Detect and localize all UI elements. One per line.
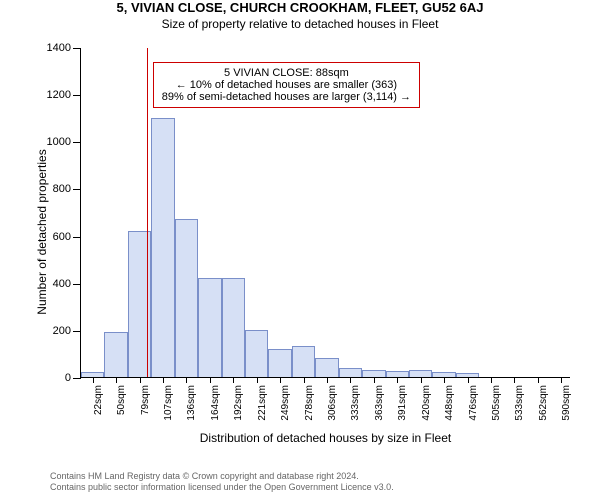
x-tick bbox=[304, 377, 305, 383]
histogram-bar bbox=[104, 332, 127, 377]
footer-line-2: Contains public sector information licen… bbox=[50, 482, 394, 494]
x-tick bbox=[350, 377, 351, 383]
x-tick bbox=[257, 377, 258, 383]
y-axis-label: Number of detached properties bbox=[35, 149, 49, 314]
x-tick-label: 562sqm bbox=[538, 385, 549, 421]
histogram-bar bbox=[128, 231, 151, 377]
x-tick-label: 476sqm bbox=[468, 385, 479, 421]
info-box: 5 VIVIAN CLOSE: 88sqm← 10% of detached h… bbox=[153, 62, 420, 108]
x-tick bbox=[444, 377, 445, 383]
x-tick bbox=[561, 377, 562, 383]
page-title: 5, VIVIAN CLOSE, CHURCH CROOKHAM, FLEET,… bbox=[0, 0, 600, 15]
chart-area: Number of detached properties Distributi… bbox=[50, 42, 580, 422]
histogram-bar bbox=[292, 346, 315, 377]
x-tick-label: 333sqm bbox=[350, 385, 361, 421]
x-tick bbox=[374, 377, 375, 383]
footer-attribution: Contains HM Land Registry data © Crown c… bbox=[50, 471, 394, 494]
x-tick bbox=[280, 377, 281, 383]
plot-area: Distribution of detached houses by size … bbox=[80, 48, 570, 378]
histogram-bar bbox=[245, 330, 268, 377]
x-tick-label: 533sqm bbox=[514, 385, 525, 421]
x-tick-label: 448sqm bbox=[444, 385, 455, 421]
x-tick bbox=[93, 377, 94, 383]
y-tick-label: 600 bbox=[53, 231, 81, 243]
x-tick bbox=[116, 377, 117, 383]
x-tick bbox=[468, 377, 469, 383]
histogram-bar bbox=[151, 118, 174, 377]
x-tick-label: 391sqm bbox=[397, 385, 408, 421]
x-tick-label: 192sqm bbox=[233, 385, 244, 421]
x-tick bbox=[397, 377, 398, 383]
x-tick bbox=[491, 377, 492, 383]
info-box-line: 89% of semi-detached houses are larger (… bbox=[162, 91, 411, 103]
y-tick-label: 200 bbox=[53, 325, 81, 337]
x-tick-label: 505sqm bbox=[491, 385, 502, 421]
info-box-line: 5 VIVIAN CLOSE: 88sqm bbox=[162, 67, 411, 79]
x-tick bbox=[514, 377, 515, 383]
histogram-bar bbox=[315, 358, 338, 377]
x-tick-label: 107sqm bbox=[163, 385, 174, 421]
x-tick-label: 363sqm bbox=[374, 385, 385, 421]
x-tick bbox=[538, 377, 539, 383]
chart-subtitle: Size of property relative to detached ho… bbox=[0, 17, 600, 31]
x-tick-label: 50sqm bbox=[116, 385, 127, 415]
x-tick-label: 278sqm bbox=[304, 385, 315, 421]
histogram-bar bbox=[222, 278, 245, 377]
y-tick-label: 400 bbox=[53, 278, 81, 290]
x-tick bbox=[186, 377, 187, 383]
y-tick-label: 0 bbox=[65, 372, 81, 384]
x-tick bbox=[140, 377, 141, 383]
x-tick bbox=[327, 377, 328, 383]
x-tick-label: 164sqm bbox=[210, 385, 221, 421]
x-tick bbox=[233, 377, 234, 383]
footer-line-1: Contains HM Land Registry data © Crown c… bbox=[50, 471, 394, 483]
x-tick bbox=[163, 377, 164, 383]
x-tick-label: 249sqm bbox=[280, 385, 291, 421]
histogram-bar bbox=[409, 370, 432, 377]
x-tick-label: 420sqm bbox=[421, 385, 432, 421]
histogram-bar bbox=[198, 278, 221, 377]
y-tick-label: 1000 bbox=[47, 136, 81, 148]
histogram-bar bbox=[268, 349, 291, 377]
histogram-bar bbox=[362, 370, 385, 377]
x-tick-label: 590sqm bbox=[561, 385, 572, 421]
x-tick bbox=[421, 377, 422, 383]
x-tick-label: 79sqm bbox=[140, 385, 151, 415]
histogram-bar bbox=[175, 219, 198, 377]
x-tick-label: 22sqm bbox=[93, 385, 104, 415]
x-axis-label: Distribution of detached houses by size … bbox=[200, 431, 451, 445]
info-box-line: ← 10% of detached houses are smaller (36… bbox=[162, 79, 411, 91]
y-tick-label: 1400 bbox=[47, 42, 81, 54]
y-tick-label: 1200 bbox=[47, 89, 81, 101]
x-tick-label: 306sqm bbox=[327, 385, 338, 421]
histogram-bar bbox=[339, 368, 362, 377]
x-tick-label: 221sqm bbox=[257, 385, 268, 421]
x-tick bbox=[210, 377, 211, 383]
x-tick-label: 136sqm bbox=[186, 385, 197, 421]
y-tick-label: 800 bbox=[53, 183, 81, 195]
marker-line bbox=[147, 48, 148, 377]
